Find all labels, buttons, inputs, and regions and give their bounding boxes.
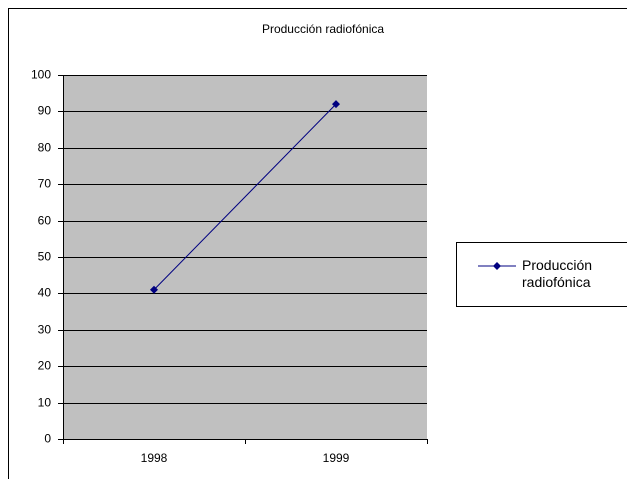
y-tick-label: 100 [31, 68, 51, 82]
y-tick-label: 40 [38, 286, 52, 300]
legend-label: Producción radiofónica [522, 257, 593, 290]
y-tick-label: 0 [44, 432, 51, 446]
y-tick-label: 20 [38, 359, 52, 373]
y-tick-label: 80 [38, 141, 52, 155]
data-point [150, 285, 158, 294]
y-tick-label: 50 [38, 250, 52, 264]
legend-box [456, 242, 627, 307]
y-tick-label: 10 [38, 396, 52, 410]
x-tick-label: 1999 [323, 451, 350, 465]
y-tick-label: 60 [38, 214, 52, 228]
series-line [153, 103, 337, 291]
legend-marker [493, 262, 501, 270]
y-tick-label: 30 [38, 323, 52, 337]
data-point [332, 100, 340, 109]
y-tick-label: 70 [38, 177, 52, 191]
y-tick-label: 90 [38, 104, 52, 118]
x-tick-label: 1998 [141, 451, 168, 465]
chart-title: Producción radiofónica [262, 22, 384, 36]
